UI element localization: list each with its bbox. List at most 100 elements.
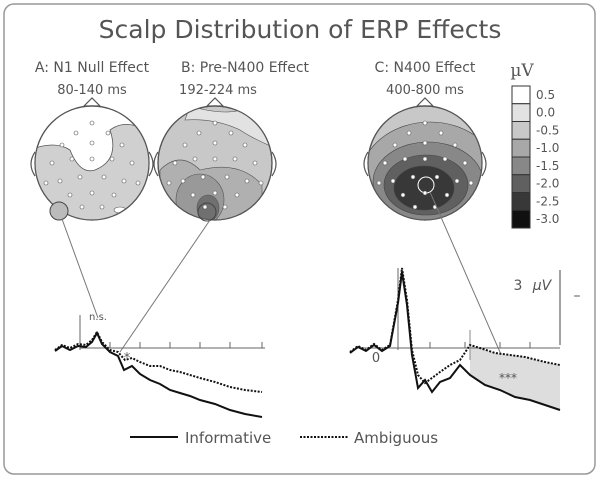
- electrode: [79, 204, 85, 210]
- colorbar-unit: µV: [510, 61, 534, 81]
- electrode: [43, 180, 49, 186]
- electrode: [228, 130, 234, 136]
- electrode: [232, 156, 238, 162]
- electrode: [212, 120, 218, 126]
- electrode: [258, 180, 264, 186]
- electrode: [121, 178, 127, 184]
- scale-unit: µV: [532, 278, 553, 294]
- electrode: [77, 174, 83, 180]
- electrode: [422, 190, 428, 196]
- colorbar-cell: [511, 138, 531, 158]
- colorbar-cell: [511, 209, 531, 229]
- electrode: [89, 156, 95, 162]
- colorbar-label: -3.0: [536, 212, 559, 226]
- electrode: [200, 174, 206, 180]
- electrode: [69, 156, 75, 162]
- sig-marker: ***: [499, 371, 517, 385]
- electrode: [202, 204, 208, 210]
- electrode: [382, 160, 388, 166]
- colorbar-label: -2.5: [536, 194, 559, 208]
- scalp-map: [30, 97, 154, 221]
- electrode: [392, 142, 398, 148]
- electrode: [462, 160, 468, 166]
- colorbar: 0.5 0.0 -0.5 -1.0 -1.5 -2.0 -2.5 -3.0: [511, 85, 559, 229]
- electrode: [105, 130, 111, 136]
- electrode: [422, 120, 428, 126]
- electrode: [212, 156, 218, 162]
- electrode: [59, 142, 65, 148]
- scalp-map: [153, 97, 277, 222]
- electrode: [49, 160, 55, 166]
- title: Scalp Distribution of ERP Effects: [99, 15, 502, 44]
- zero-label: 0: [372, 351, 380, 366]
- colorbar-label: 0.0: [536, 106, 555, 120]
- connectors: [61, 191, 511, 376]
- electrode: [468, 180, 474, 186]
- electrode: [244, 178, 250, 184]
- panel-label: B: Pre-N400 Effect: [181, 60, 310, 76]
- electrode: [412, 204, 418, 210]
- electrode: [190, 192, 196, 198]
- colorbar-cell: [511, 121, 531, 140]
- electrode: [109, 156, 115, 162]
- colorbar-label: -1.0: [536, 141, 559, 155]
- electrode: [172, 160, 178, 166]
- electrode: [57, 178, 63, 184]
- electrode: [422, 156, 428, 162]
- electrode: [400, 192, 406, 198]
- electrode: [119, 142, 125, 148]
- electrode: [402, 156, 408, 162]
- electrode: [222, 204, 228, 210]
- electrode: [434, 174, 440, 180]
- electrode: [452, 142, 458, 148]
- electrode: [89, 190, 95, 196]
- panel-label: A: N1 Null Effect: [35, 60, 150, 76]
- legend-label: Ambiguous: [354, 429, 438, 447]
- legend-label: Informative: [185, 429, 271, 447]
- electrode: [101, 174, 107, 180]
- scale-dash: –: [574, 288, 581, 304]
- electrode: [166, 180, 172, 186]
- electrode: [444, 192, 450, 198]
- electrode: [99, 204, 105, 210]
- electrode: [67, 192, 73, 198]
- electrode: [212, 190, 218, 196]
- sig-marker: *: [124, 351, 131, 366]
- panel-window: 80-140 ms: [57, 83, 127, 98]
- waveform-left: [54, 315, 265, 418]
- electrode: [89, 120, 95, 126]
- electrode: [442, 156, 448, 162]
- colorbar-cell: [511, 85, 531, 105]
- electrode: [234, 192, 240, 198]
- electrode: [111, 192, 117, 198]
- electrode: [438, 130, 444, 136]
- electrode: [376, 180, 382, 186]
- colorbar-cell: [511, 156, 531, 176]
- panel-window: 400-800 ms: [386, 83, 464, 98]
- colorbar-label: -0.5: [536, 123, 559, 137]
- electrode: [192, 156, 198, 162]
- electrode: [224, 174, 230, 180]
- electrode: [89, 140, 95, 146]
- electrode: [180, 178, 186, 184]
- colorbar-cell: [511, 174, 531, 193]
- electrode: [454, 178, 460, 184]
- sig-marker: n.s.: [89, 312, 107, 323]
- electrode: [422, 140, 428, 146]
- electrode: [129, 160, 135, 166]
- electrode: [242, 142, 248, 148]
- electrode: [390, 178, 396, 184]
- colorbar-label: 0.5: [536, 88, 555, 102]
- electrode: [212, 140, 218, 146]
- electrode: [135, 180, 141, 186]
- colorbar-cell: [511, 192, 531, 211]
- colorbar-cell: [511, 103, 531, 122]
- electrode: [182, 142, 188, 148]
- panel-label: C: N400 Effect: [375, 60, 476, 76]
- electrodes: [43, 120, 474, 210]
- colorbar-label: -1.5: [536, 159, 559, 173]
- scale-value: 3: [514, 278, 523, 294]
- electrode: [410, 174, 416, 180]
- electrode: [196, 130, 202, 136]
- colorbar-label: -2.0: [536, 177, 559, 191]
